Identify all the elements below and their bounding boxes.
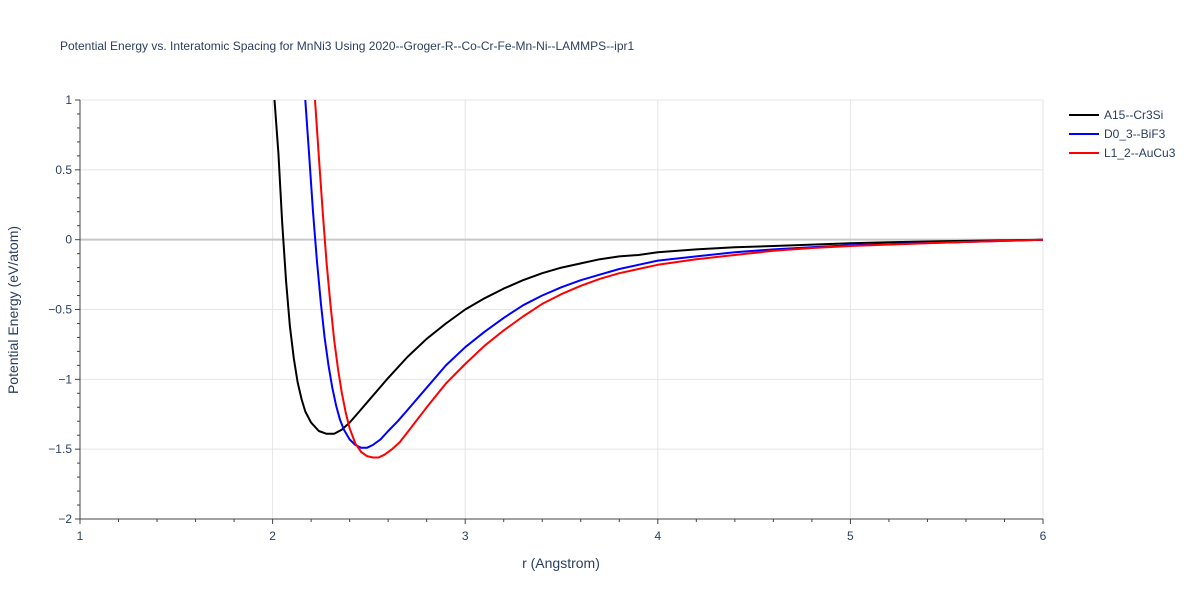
x-axis-label: r (Angstrom): [522, 555, 600, 571]
legend[interactable]: A15--Cr3Si D0_3--BiF3 L1_2--AuCu3: [1069, 108, 1176, 160]
y-tick-label: 0.5: [55, 163, 72, 177]
y-tick-label: −1.5: [48, 442, 72, 456]
legend-label: L1_2--AuCu3: [1104, 146, 1176, 160]
x-tick-label: 3: [462, 529, 469, 543]
grid-layer: [80, 99, 1044, 519]
y-tick-label: −0.5: [48, 303, 72, 317]
x-tick-label: 4: [654, 529, 661, 543]
series-layer: [273, 100, 1043, 459]
x-tick-label: 1: [77, 529, 84, 543]
legend-label: D0_3--BiF3: [1104, 127, 1166, 141]
x-tick-label: 2: [269, 529, 276, 543]
legend-label: A15--Cr3Si: [1104, 108, 1163, 122]
legend-item-a15-cr3si[interactable]: A15--Cr3Si: [1069, 108, 1163, 122]
y-tick-label: −2: [58, 512, 72, 526]
legend-item-l1-2-aucu3[interactable]: L1_2--AuCu3: [1069, 146, 1176, 160]
series-line-l1-2-aucu3: [314, 100, 1043, 459]
x-tick-label: 6: [1040, 529, 1047, 543]
series-line-a15-cr3si: [273, 100, 1043, 435]
series-line-d0-3-bif3: [304, 100, 1043, 449]
chart-title: Potential Energy vs. Interatomic Spacing…: [60, 39, 634, 53]
axes-layer: 1 2 3 4 5 6 −2 −1.5 −1 −0.5 0 0.5 1: [48, 93, 1046, 543]
x-tick-label: 5: [847, 529, 854, 543]
y-tick-label: 0: [65, 233, 72, 247]
legend-item-d0-3-bif3[interactable]: D0_3--BiF3: [1069, 127, 1166, 141]
y-tick-label: 1: [65, 93, 72, 107]
y-tick-label: −1: [58, 372, 72, 386]
y-axis-label: Potential Energy (eV/atom): [5, 226, 21, 394]
